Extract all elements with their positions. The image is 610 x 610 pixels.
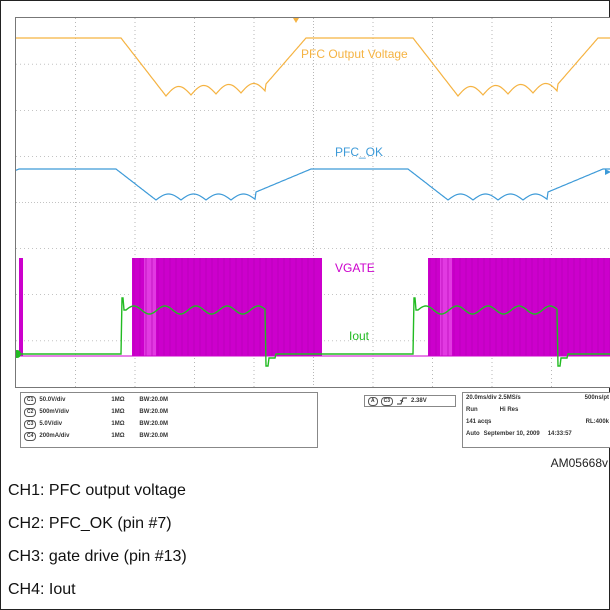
ch3-label: VGATE <box>335 261 375 275</box>
channel-scale: 200mA/div <box>39 433 70 439</box>
channel-tag: C2 <box>24 407 37 417</box>
channel-settings-panel: C1 50.0V/div 1MΩ BW:20.0M C2 500mV/div 1… <box>20 392 318 448</box>
channel-bandwidth: BW:20.0M <box>139 409 168 415</box>
ch2-level-marker <box>605 169 610 175</box>
acq-date: September 10, 2009 <box>483 431 540 437</box>
acq-mode: Hi Res <box>499 407 519 413</box>
channel-bandwidth: BW:20.0M <box>139 421 168 427</box>
ch1-label: PFC Output Voltage <box>301 47 408 61</box>
ch4-label: Iout <box>349 329 370 343</box>
channel-scale: 50.0V/div <box>39 397 66 403</box>
run-state: Run <box>466 407 478 413</box>
ch3-burst <box>132 258 322 356</box>
ch3-burst <box>19 258 23 356</box>
channel-scale: 5.0V/div <box>39 421 63 427</box>
waveform-area <box>16 18 610 387</box>
channel-tag: C1 <box>24 395 37 405</box>
caption-ch2: CH2: PFC_OK (pin #7) <box>8 515 172 532</box>
ch2-trace <box>16 168 610 201</box>
ch4-trace <box>16 297 610 367</box>
ch1-trace <box>16 37 610 97</box>
oscilloscope-display: PFC Output Voltage PFC_OK VGATE Iout <box>15 17 610 388</box>
channel-impedance: 1MΩ <box>111 409 125 415</box>
channel-scale: 500mV/div <box>39 409 70 415</box>
channel-row: C2 500mV/div 1MΩ BW:20.0M <box>24 407 168 417</box>
rising-edge-icon <box>397 397 408 405</box>
ch3-burst-edge <box>440 258 452 356</box>
scope-info-bar: C1 50.0V/div 1MΩ BW:20.0M C2 500mV/div 1… <box>15 391 610 451</box>
acq-time: 14:33:57 <box>547 431 572 437</box>
channel-row: C1 50.0V/div 1MΩ BW:20.0M <box>24 395 168 405</box>
trigger-position-marker <box>293 18 299 23</box>
ch2-label: PFC_OK <box>335 145 384 159</box>
ch3-burst-edge <box>144 258 156 356</box>
trigger-panel: A C3 2.38V <box>364 395 456 407</box>
trigger-mode: A <box>368 396 378 406</box>
channel-bandwidth: BW:20.0M <box>139 397 168 403</box>
channel-impedance: 1MΩ <box>111 421 125 427</box>
ch4-ground-marker <box>16 350 21 358</box>
trigger-source: C3 <box>380 396 394 406</box>
channel-tag: C4 <box>24 431 37 441</box>
figure-id: AM05668v <box>550 456 608 470</box>
channel-tag: C3 <box>24 419 37 429</box>
acq-count: 141 acqs <box>466 419 492 425</box>
caption-ch4: CH4: Iout <box>8 581 76 598</box>
trigger-state: Auto <box>466 431 480 437</box>
channel-row: C4 200mA/div 1MΩ BW:20.0M <box>24 431 168 441</box>
timebase: 20.0ms/div 2.5MS/s <box>466 395 521 401</box>
time-per-point: 500ns/pt <box>584 395 609 401</box>
caption-ch1: CH1: PFC output voltage <box>8 482 186 499</box>
channel-bandwidth: BW:20.0M <box>139 433 168 439</box>
ch3-burst <box>428 258 610 356</box>
trigger-level: 2.38V <box>411 398 427 404</box>
caption-ch3: CH3: gate drive (pin #13) <box>8 548 187 565</box>
channel-impedance: 1MΩ <box>111 397 125 403</box>
channel-impedance: 1MΩ <box>111 433 125 439</box>
channel-row: C3 5.0V/div 1MΩ BW:20.0M <box>24 419 168 429</box>
acquisition-panel: 20.0ms/div 2.5MS/s 500ns/pt Run Hi Res 1… <box>462 392 610 448</box>
record-length: RL:400k <box>585 419 609 425</box>
